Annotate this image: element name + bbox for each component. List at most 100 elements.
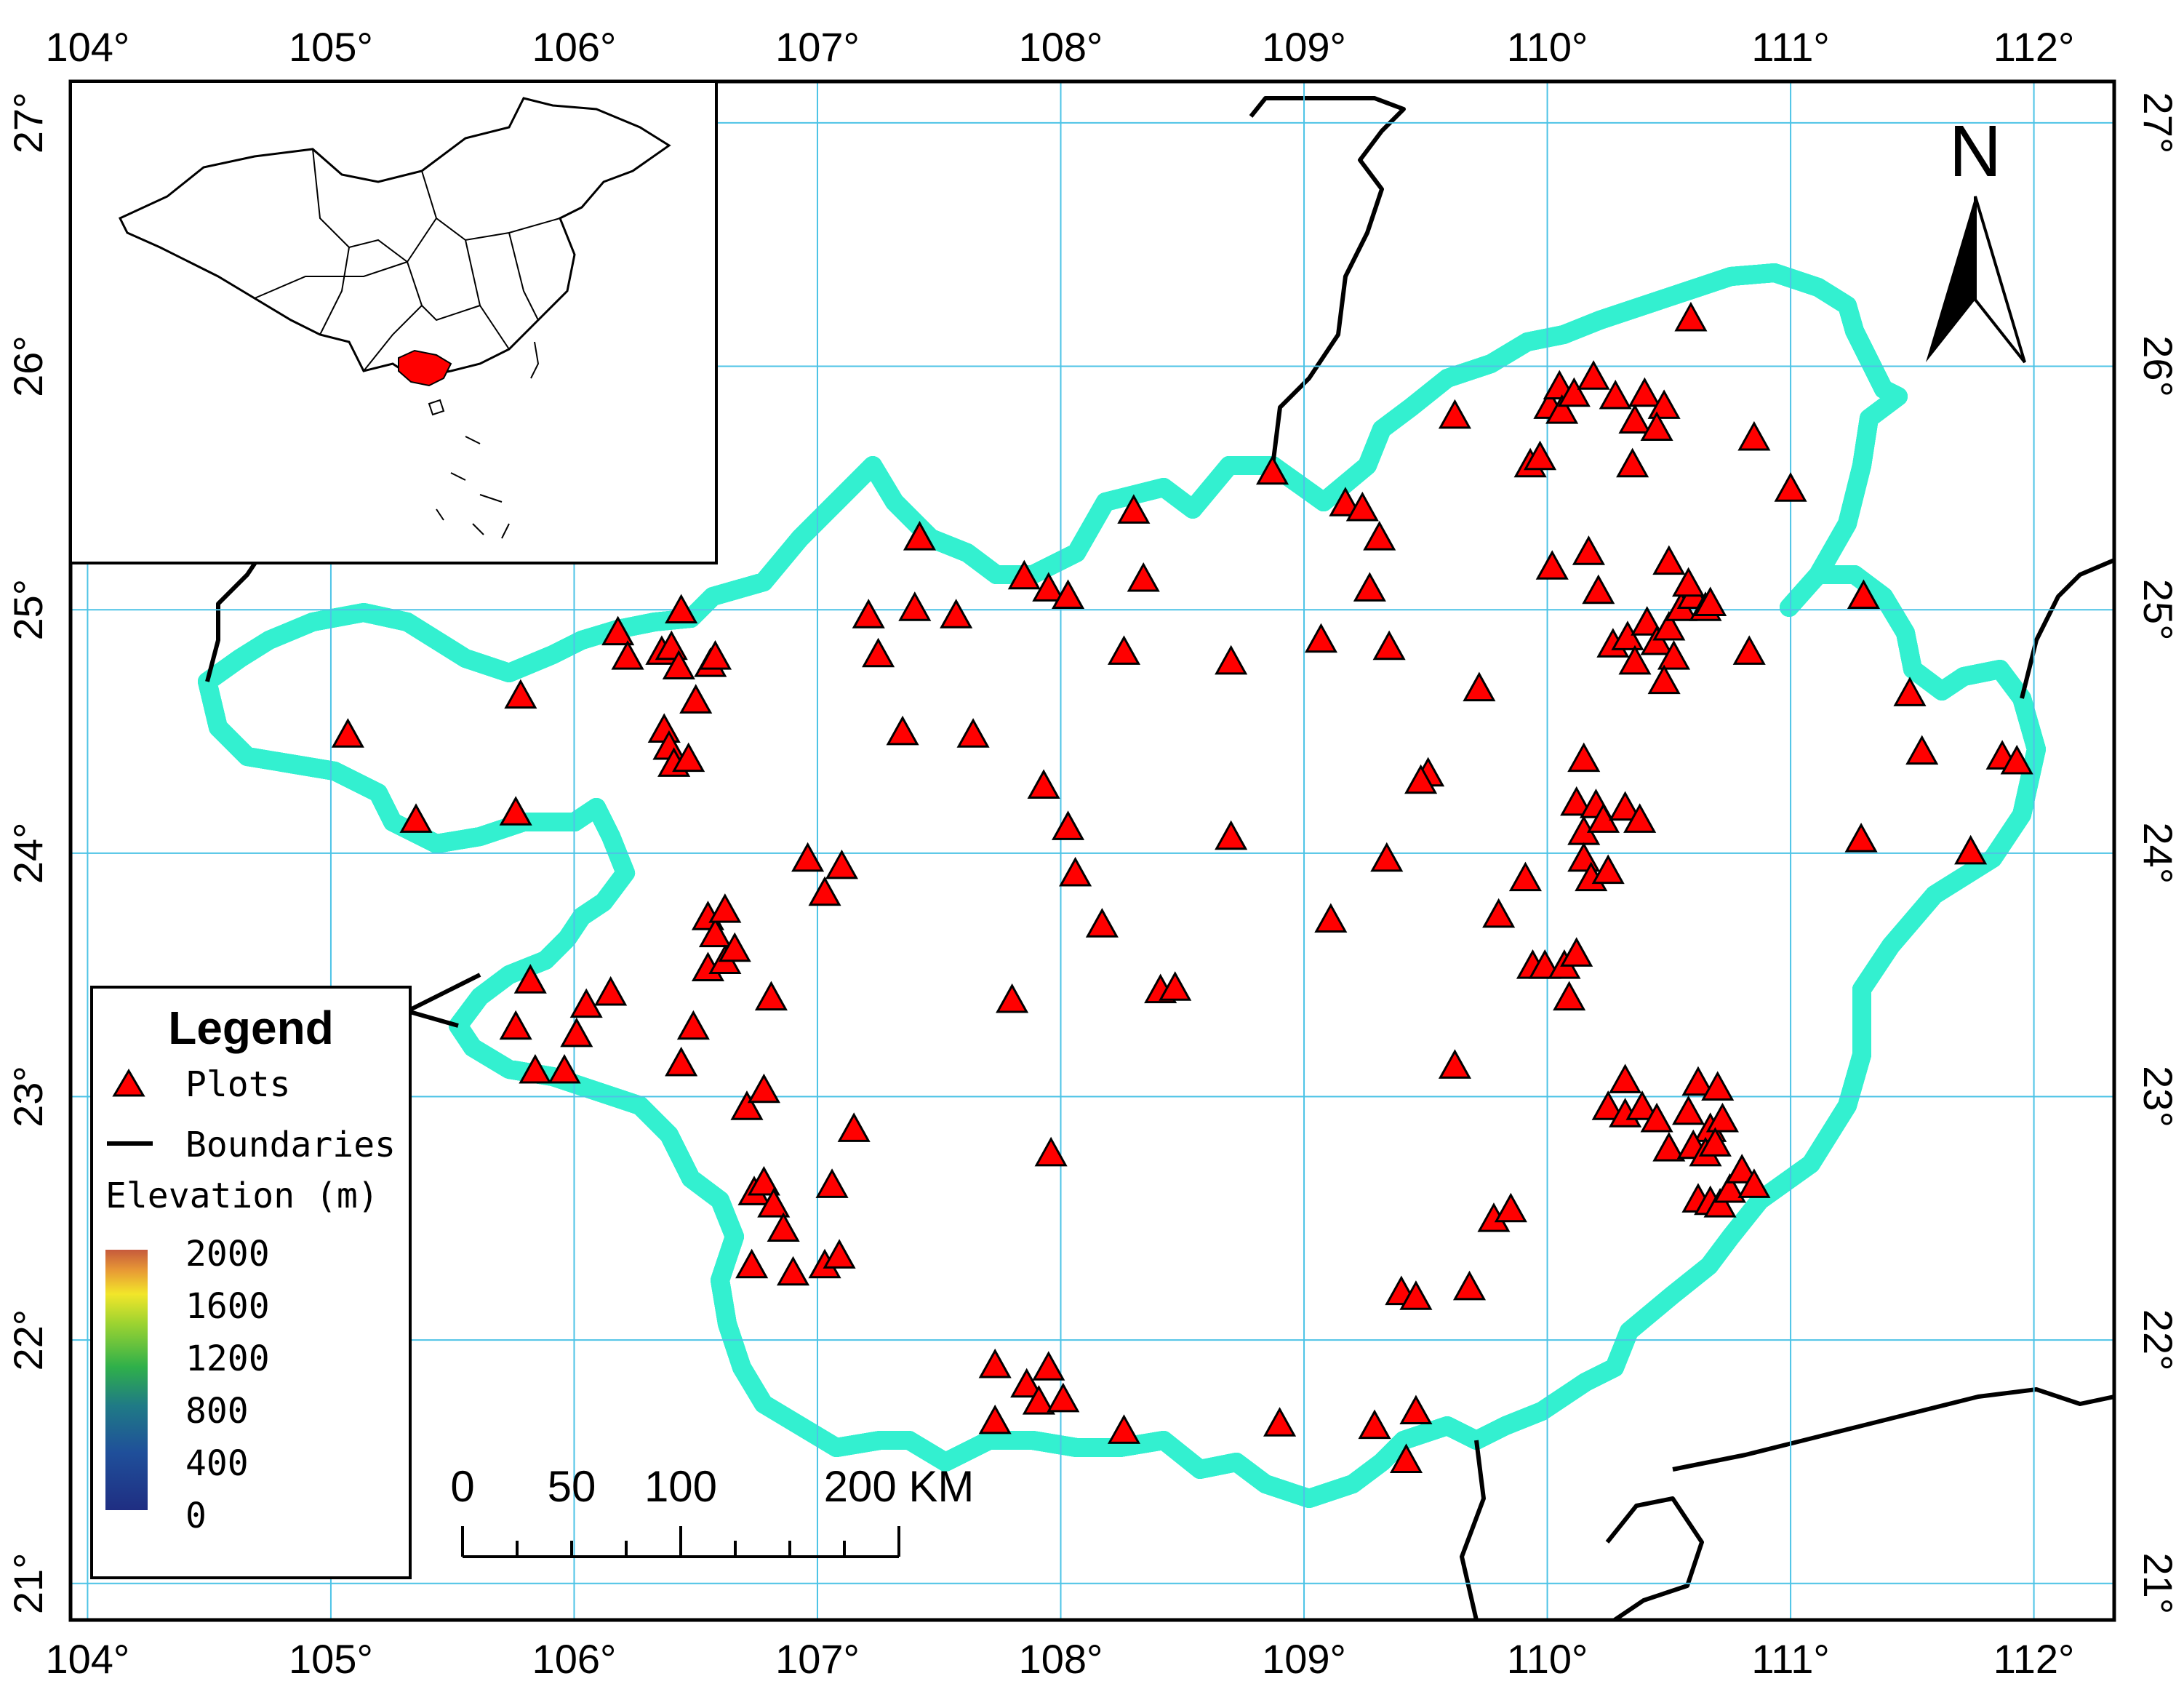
- boundary-peninsula: [1605, 1496, 1704, 1620]
- plot-marker: [747, 1165, 780, 1196]
- legend-tick-800: 800: [185, 1391, 249, 1432]
- plot-marker: [504, 679, 537, 709]
- plot-marker: [1905, 735, 1939, 765]
- plot-marker: [611, 640, 644, 670]
- plot-marker: [747, 1073, 780, 1104]
- plot-marker: [1059, 856, 1092, 887]
- plot-marker: [1399, 1280, 1433, 1310]
- plot-marker: [1625, 1090, 1659, 1120]
- plot-marker: [499, 796, 532, 826]
- plot-marker: [698, 917, 732, 948]
- lon-label-top-112: 112°: [1993, 24, 2075, 70]
- plot-marker: [1372, 630, 1406, 661]
- boundary-northwest: [205, 551, 264, 682]
- plot-marker: [1591, 1090, 1625, 1120]
- lat-label-left-27: 27°: [5, 92, 51, 154]
- plot-marker: [1523, 440, 1557, 471]
- plot-marker: [1370, 842, 1404, 872]
- plot-marker: [1553, 981, 1586, 1011]
- plot-marker: [1545, 394, 1579, 424]
- plot-marker: [837, 1112, 871, 1142]
- north-arrow-right-half: [1974, 196, 2026, 364]
- lon-label-bottom-110: 110°: [1507, 1636, 1588, 1682]
- lat-label-right-22: 22°: [2135, 1309, 2181, 1371]
- plot-marker: [1628, 377, 1661, 407]
- plot-marker: [2000, 744, 2033, 775]
- plot-marker: [1353, 572, 1386, 602]
- lat-label-right-24: 24°: [2135, 823, 2181, 885]
- plot-marker: [1591, 854, 1625, 885]
- plot-marker: [1703, 1188, 1737, 1218]
- plot-marker: [1404, 764, 1438, 794]
- plot-marker: [1737, 1168, 1771, 1198]
- plot-marker: [1618, 645, 1652, 675]
- plot-marker: [1847, 579, 1880, 609]
- plot-marker: [1159, 971, 1192, 1001]
- plot-marker: [1345, 491, 1379, 522]
- plot-marker: [1363, 521, 1396, 551]
- plot-marker: [594, 975, 628, 1006]
- plot-marker: [662, 650, 695, 680]
- legend-plot-symbol: [112, 1069, 145, 1097]
- lon-label-top-105: 105°: [289, 24, 373, 70]
- plot-marker: [735, 1248, 769, 1279]
- plot-marker: [1774, 472, 1807, 502]
- plot-marker: [1027, 769, 1060, 799]
- plot-marker: [898, 591, 932, 621]
- lon-label-top-108: 108°: [1019, 24, 1103, 70]
- inset-islands: [428, 341, 540, 539]
- plot-marker: [1698, 1127, 1732, 1157]
- plot-marker: [730, 1090, 764, 1120]
- north-arrow-label: N: [1949, 111, 2001, 192]
- plot-marker: [767, 1212, 800, 1242]
- plot-marker: [978, 1348, 1012, 1378]
- plot-marker: [1263, 1407, 1297, 1437]
- plot-marker: [1737, 420, 1771, 451]
- plot-marker: [1085, 908, 1119, 938]
- plot-marker: [1609, 791, 1642, 821]
- plot-marker: [1034, 1136, 1068, 1167]
- plot-marker: [940, 599, 973, 628]
- lon-label-top-109: 109°: [1262, 24, 1346, 70]
- plot-marker: [1438, 399, 1471, 429]
- neighbor-boundaries: [205, 96, 2114, 1620]
- plot-marker: [757, 1188, 791, 1218]
- boundary-south-east: [1672, 1387, 2114, 1472]
- legend-boundaries-label: Boundaries: [185, 1125, 396, 1165]
- plot-marker: [1893, 677, 1927, 706]
- plot-marker: [1438, 1049, 1471, 1079]
- legend-tick-0: 0: [185, 1496, 207, 1536]
- plot-marker: [1582, 574, 1615, 604]
- plot-marker: [776, 1256, 810, 1286]
- plot-marker: [1032, 1351, 1065, 1381]
- lat-label-left-26: 26°: [5, 335, 51, 397]
- plot-marker: [1127, 562, 1160, 592]
- plot-marker: [679, 684, 713, 714]
- boundary-east: [2020, 558, 2114, 699]
- plot-marker: [1844, 823, 1878, 853]
- boundary-southwest: [405, 973, 481, 1028]
- plot-marker: [331, 718, 364, 748]
- lon-label-bottom-109: 109°: [1262, 1636, 1346, 1682]
- plot-marker: [1611, 620, 1644, 650]
- plot-marker: [1528, 949, 1561, 979]
- plot-marker: [1623, 803, 1657, 833]
- plot-marker: [1713, 1173, 1746, 1203]
- plot-marker: [1463, 671, 1496, 702]
- legend-plots-label: Plots: [185, 1064, 291, 1105]
- plot-marker: [1314, 903, 1348, 933]
- plot-marker: [676, 1010, 710, 1040]
- plot-marker: [601, 615, 635, 646]
- elevation-region: [198, 263, 2046, 1508]
- plot-marker: [1358, 1409, 1391, 1440]
- scale-label-100: 100: [644, 1462, 717, 1511]
- legend-elevation-label: Elevation (m): [105, 1176, 379, 1216]
- plot-marker: [1672, 567, 1705, 597]
- plot-marker: [708, 893, 742, 923]
- plot-marker: [1694, 586, 1727, 617]
- plot-marker: [978, 1404, 1012, 1434]
- scale-label-200km: 200 KM: [824, 1462, 975, 1511]
- plot-marker: [1618, 404, 1652, 434]
- legend: Legend Plots Boundaries Elevation (m) 20…: [90, 986, 412, 1579]
